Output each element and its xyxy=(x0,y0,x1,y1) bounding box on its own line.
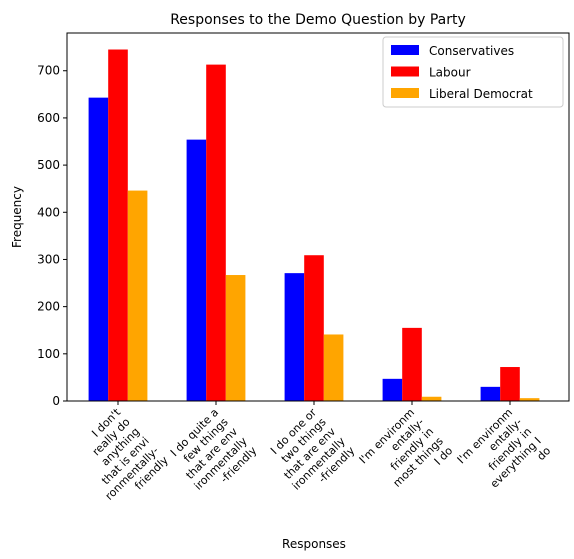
y-tick-label: 700 xyxy=(37,64,60,78)
bar-conservatives-2 xyxy=(187,140,207,401)
y-tick-label: 300 xyxy=(37,252,60,266)
x-tick-label-5: I'm environmentally-friendly ineverythin… xyxy=(455,406,554,505)
legend-label: Liberal Democrat xyxy=(429,87,533,101)
x-tick-label-text: I do quite afew thingsthat are environme… xyxy=(163,406,260,503)
bar-liberal-democrat-2 xyxy=(226,275,246,401)
x-tick-label-text: I don'treally doanythingthat is environm… xyxy=(65,405,172,512)
legend-swatch-conservatives xyxy=(391,45,419,55)
bar-labour-3 xyxy=(304,255,324,401)
x-axis-label: Responses xyxy=(282,537,346,551)
bar-labour-2 xyxy=(206,65,226,401)
bar-conservatives-1 xyxy=(89,98,109,401)
x-tick-label-2: I do quite afew thingsthat are environme… xyxy=(163,406,260,503)
bar-liberal-democrat-3 xyxy=(324,334,344,401)
x-tick-label-text: I'm environmentally-friendly inmost thin… xyxy=(357,406,456,505)
x-axis-ticks: I don'treally doanythingthat is environm… xyxy=(65,401,554,512)
x-tick-label-3: I do one ortwo thingsthat are environmen… xyxy=(261,406,358,503)
y-tick-label: 400 xyxy=(37,205,60,219)
bar-liberal-democrat-4 xyxy=(422,397,442,401)
x-tick-label-text: I do one ortwo thingsthat are environmen… xyxy=(261,406,358,503)
legend-label: Labour xyxy=(429,66,471,80)
bar-labour-1 xyxy=(108,50,128,401)
chart-title: Responses to the Demo Question by Party xyxy=(170,12,466,28)
bar-conservatives-4 xyxy=(383,379,403,401)
y-tick-label: 600 xyxy=(37,111,60,125)
legend: Conservatives Labour Liberal Democrat xyxy=(383,37,563,107)
bar-liberal-democrat-1 xyxy=(128,191,148,401)
bar-labour-4 xyxy=(402,328,422,401)
legend-label: Conservatives xyxy=(429,44,514,58)
bar-labour-5 xyxy=(500,367,520,401)
y-axis-label: Frequency xyxy=(10,186,24,248)
x-tick-label-text: I'm environmentally-friendly ineverythin… xyxy=(455,406,554,505)
y-tick-label: 200 xyxy=(37,300,60,314)
legend-swatch-labour xyxy=(391,67,419,77)
legend-swatch-liberal-democrat xyxy=(391,88,419,98)
y-tick-label: 0 xyxy=(52,394,60,408)
y-axis-ticks: 0 100 200 300 400 500 600 700 xyxy=(37,64,67,408)
x-tick-label-1: I don'treally doanythingthat is environm… xyxy=(65,405,172,512)
bar-conservatives-3 xyxy=(285,273,305,401)
bar-conservatives-5 xyxy=(481,387,501,401)
y-tick-label: 100 xyxy=(37,347,60,361)
x-tick-label-4: I'm environmentally-friendly inmost thin… xyxy=(357,406,456,505)
y-tick-label: 500 xyxy=(37,158,60,172)
